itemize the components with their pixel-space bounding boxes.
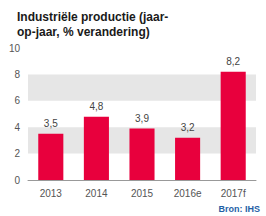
- svg-text:8: 8: [14, 69, 20, 80]
- svg-text:2: 2: [14, 148, 20, 159]
- svg-text:2014: 2014: [85, 188, 108, 199]
- svg-text:2016e: 2016e: [174, 188, 202, 199]
- svg-text:Bron: IHS: Bron: IHS: [219, 204, 260, 214]
- svg-text:2017f: 2017f: [221, 188, 246, 199]
- svg-text:3,5: 3,5: [44, 118, 58, 129]
- svg-text:2013: 2013: [40, 188, 63, 199]
- svg-text:6: 6: [14, 95, 20, 106]
- svg-text:Industriële productie (jaar-: Industriële productie (jaar-: [17, 10, 168, 24]
- svg-text:4: 4: [14, 122, 20, 133]
- svg-text:10: 10: [9, 43, 21, 54]
- svg-text:op-jaar, % verandering): op-jaar, % verandering): [17, 25, 150, 39]
- svg-text:0: 0: [14, 175, 20, 186]
- svg-text:3,9: 3,9: [135, 113, 149, 124]
- svg-text:8,2: 8,2: [226, 56, 240, 67]
- svg-text:4,8: 4,8: [89, 101, 103, 112]
- svg-text:3,2: 3,2: [181, 122, 195, 133]
- svg-text:2015: 2015: [131, 188, 154, 199]
